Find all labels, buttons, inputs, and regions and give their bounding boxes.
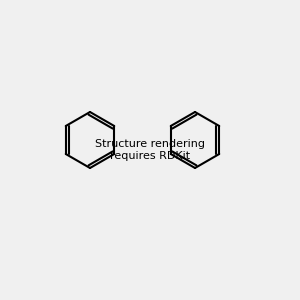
Text: Structure rendering
requires RDKit: Structure rendering requires RDKit: [95, 139, 205, 161]
